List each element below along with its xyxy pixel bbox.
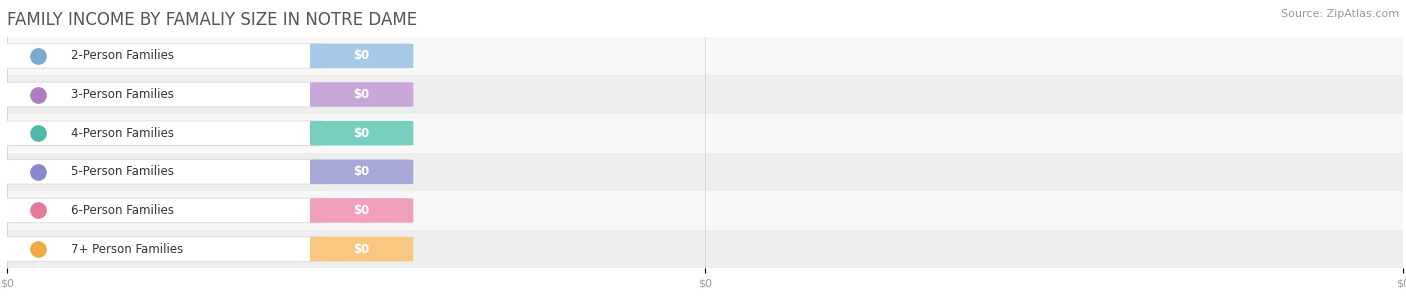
FancyBboxPatch shape [1, 44, 323, 68]
Text: $0: $0 [353, 127, 370, 140]
Text: $0: $0 [353, 242, 370, 256]
Text: 5-Person Families: 5-Person Families [72, 165, 174, 178]
FancyBboxPatch shape [309, 198, 413, 223]
Text: 3-Person Families: 3-Person Families [72, 88, 174, 101]
Text: Source: ZipAtlas.com: Source: ZipAtlas.com [1281, 9, 1399, 19]
Bar [7, 37, 1403, 75]
FancyBboxPatch shape [309, 121, 413, 145]
Text: 4-Person Families: 4-Person Families [72, 127, 174, 140]
FancyBboxPatch shape [309, 160, 413, 184]
FancyBboxPatch shape [1, 237, 323, 261]
FancyBboxPatch shape [1, 82, 323, 107]
Text: $0: $0 [353, 88, 370, 101]
Text: 7+ Person Families: 7+ Person Families [72, 242, 184, 256]
Bar [7, 191, 1403, 230]
Text: $0: $0 [353, 165, 370, 178]
FancyBboxPatch shape [1, 160, 323, 184]
Bar [7, 114, 1403, 152]
Text: $0: $0 [353, 49, 370, 63]
Text: 2-Person Families: 2-Person Families [72, 49, 174, 63]
Text: FAMILY INCOME BY FAMALIY SIZE IN NOTRE DAME: FAMILY INCOME BY FAMALIY SIZE IN NOTRE D… [7, 12, 418, 30]
Bar [7, 152, 1403, 191]
Bar [7, 230, 1403, 268]
Bar [7, 75, 1403, 114]
FancyBboxPatch shape [309, 82, 413, 107]
FancyBboxPatch shape [309, 44, 413, 68]
FancyBboxPatch shape [1, 121, 323, 145]
Text: 6-Person Families: 6-Person Families [72, 204, 174, 217]
FancyBboxPatch shape [1, 198, 323, 223]
FancyBboxPatch shape [309, 237, 413, 261]
Text: $0: $0 [353, 204, 370, 217]
